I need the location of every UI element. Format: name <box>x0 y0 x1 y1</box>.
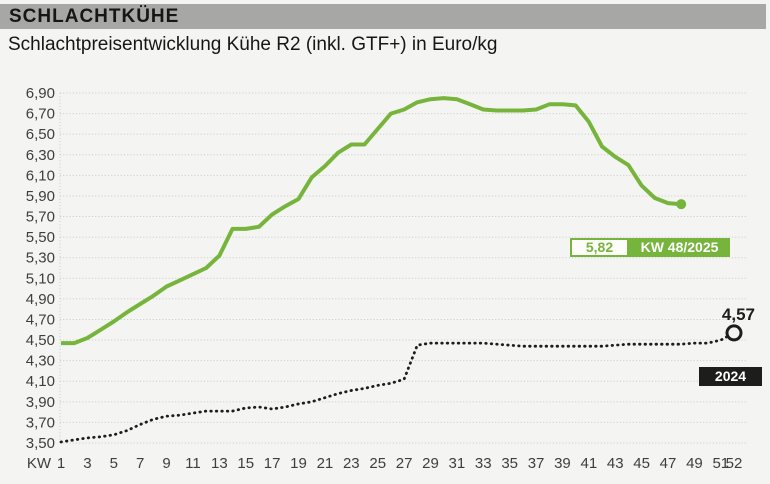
series-2025-line <box>61 96 687 346</box>
series-2025-end-marker <box>676 199 687 210</box>
section-title: SCHLACHTKÜHE <box>9 5 180 27</box>
svg-text:5,30: 5,30 <box>26 250 55 267</box>
svg-text:6,90: 6,90 <box>26 85 55 102</box>
section-header-bar: SCHLACHTKÜHE <box>0 4 766 29</box>
svg-text:11: 11 <box>185 455 201 472</box>
svg-text:39: 39 <box>554 455 571 472</box>
svg-text:5,10: 5,10 <box>26 270 55 287</box>
svg-text:35: 35 <box>501 455 518 472</box>
svg-text:9: 9 <box>162 455 170 472</box>
gridlines <box>59 92 746 444</box>
svg-text:KW: KW <box>27 455 52 472</box>
svg-text:3,90: 3,90 <box>26 394 55 411</box>
y-axis-labels: 6,90 6,70 6,50 6,30 6,10 5,90 5,70 5,50 5,30 5,10… <box>26 85 55 452</box>
svg-text:29: 29 <box>422 455 439 472</box>
svg-text:31: 31 <box>449 455 466 472</box>
svg-text:6,30: 6,30 <box>26 147 55 164</box>
svg-text:51: 51 <box>712 455 729 472</box>
svg-text:6,10: 6,10 <box>26 167 55 184</box>
svg-text:6,50: 6,50 <box>26 126 55 143</box>
svg-text:47: 47 <box>660 455 677 472</box>
svg-text:19: 19 <box>290 455 307 472</box>
chart-title: Schlachtpreisentwicklung Kühe R2 (inkl. … <box>8 34 498 55</box>
svg-text:3,50: 3,50 <box>26 435 55 452</box>
svg-text:5,70: 5,70 <box>26 209 55 226</box>
svg-text:1: 1 <box>57 455 65 472</box>
latest-price-badge: 5,82 <box>570 238 629 257</box>
svg-text:4,30: 4,30 <box>26 353 55 370</box>
svg-text:4,70: 4,70 <box>26 311 55 328</box>
svg-text:3: 3 <box>83 455 91 472</box>
x-axis-labels: KW 1 3 5 7 9 11 13 15 17 19 21 23 25 27 29 31 33 35 37 39 41 4… <box>27 455 742 472</box>
svg-text:27: 27 <box>396 455 413 472</box>
svg-text:33: 33 <box>475 455 492 472</box>
svg-text:5,90: 5,90 <box>26 188 55 205</box>
svg-text:37: 37 <box>528 455 545 472</box>
svg-text:23: 23 <box>343 455 360 472</box>
svg-text:21: 21 <box>317 455 334 472</box>
svg-text:5,50: 5,50 <box>26 229 55 246</box>
svg-text:4,10: 4,10 <box>26 373 55 390</box>
svg-text:6,70: 6,70 <box>26 106 55 123</box>
svg-text:3,70: 3,70 <box>26 414 55 431</box>
svg-text:15: 15 <box>237 455 254 472</box>
series-2024-end-marker <box>725 324 743 342</box>
svg-text:17: 17 <box>264 455 281 472</box>
svg-text:49: 49 <box>686 455 703 472</box>
series-2024-line <box>59 324 743 444</box>
svg-text:4,50: 4,50 <box>26 332 55 349</box>
svg-text:5: 5 <box>110 455 118 472</box>
svg-text:52: 52 <box>726 455 743 472</box>
svg-text:4,90: 4,90 <box>26 291 55 308</box>
latest-week-badge: KW 48/2025 <box>629 238 730 257</box>
prev-year-final-value-label: 4,57 <box>721 305 755 324</box>
prev-year-badge: 2024 <box>699 367 762 386</box>
svg-text:45: 45 <box>633 455 650 472</box>
svg-text:7: 7 <box>136 455 144 472</box>
svg-text:13: 13 <box>211 455 228 472</box>
svg-text:25: 25 <box>369 455 386 472</box>
svg-text:41: 41 <box>580 455 597 472</box>
data-series <box>59 96 743 444</box>
svg-text:43: 43 <box>607 455 624 472</box>
